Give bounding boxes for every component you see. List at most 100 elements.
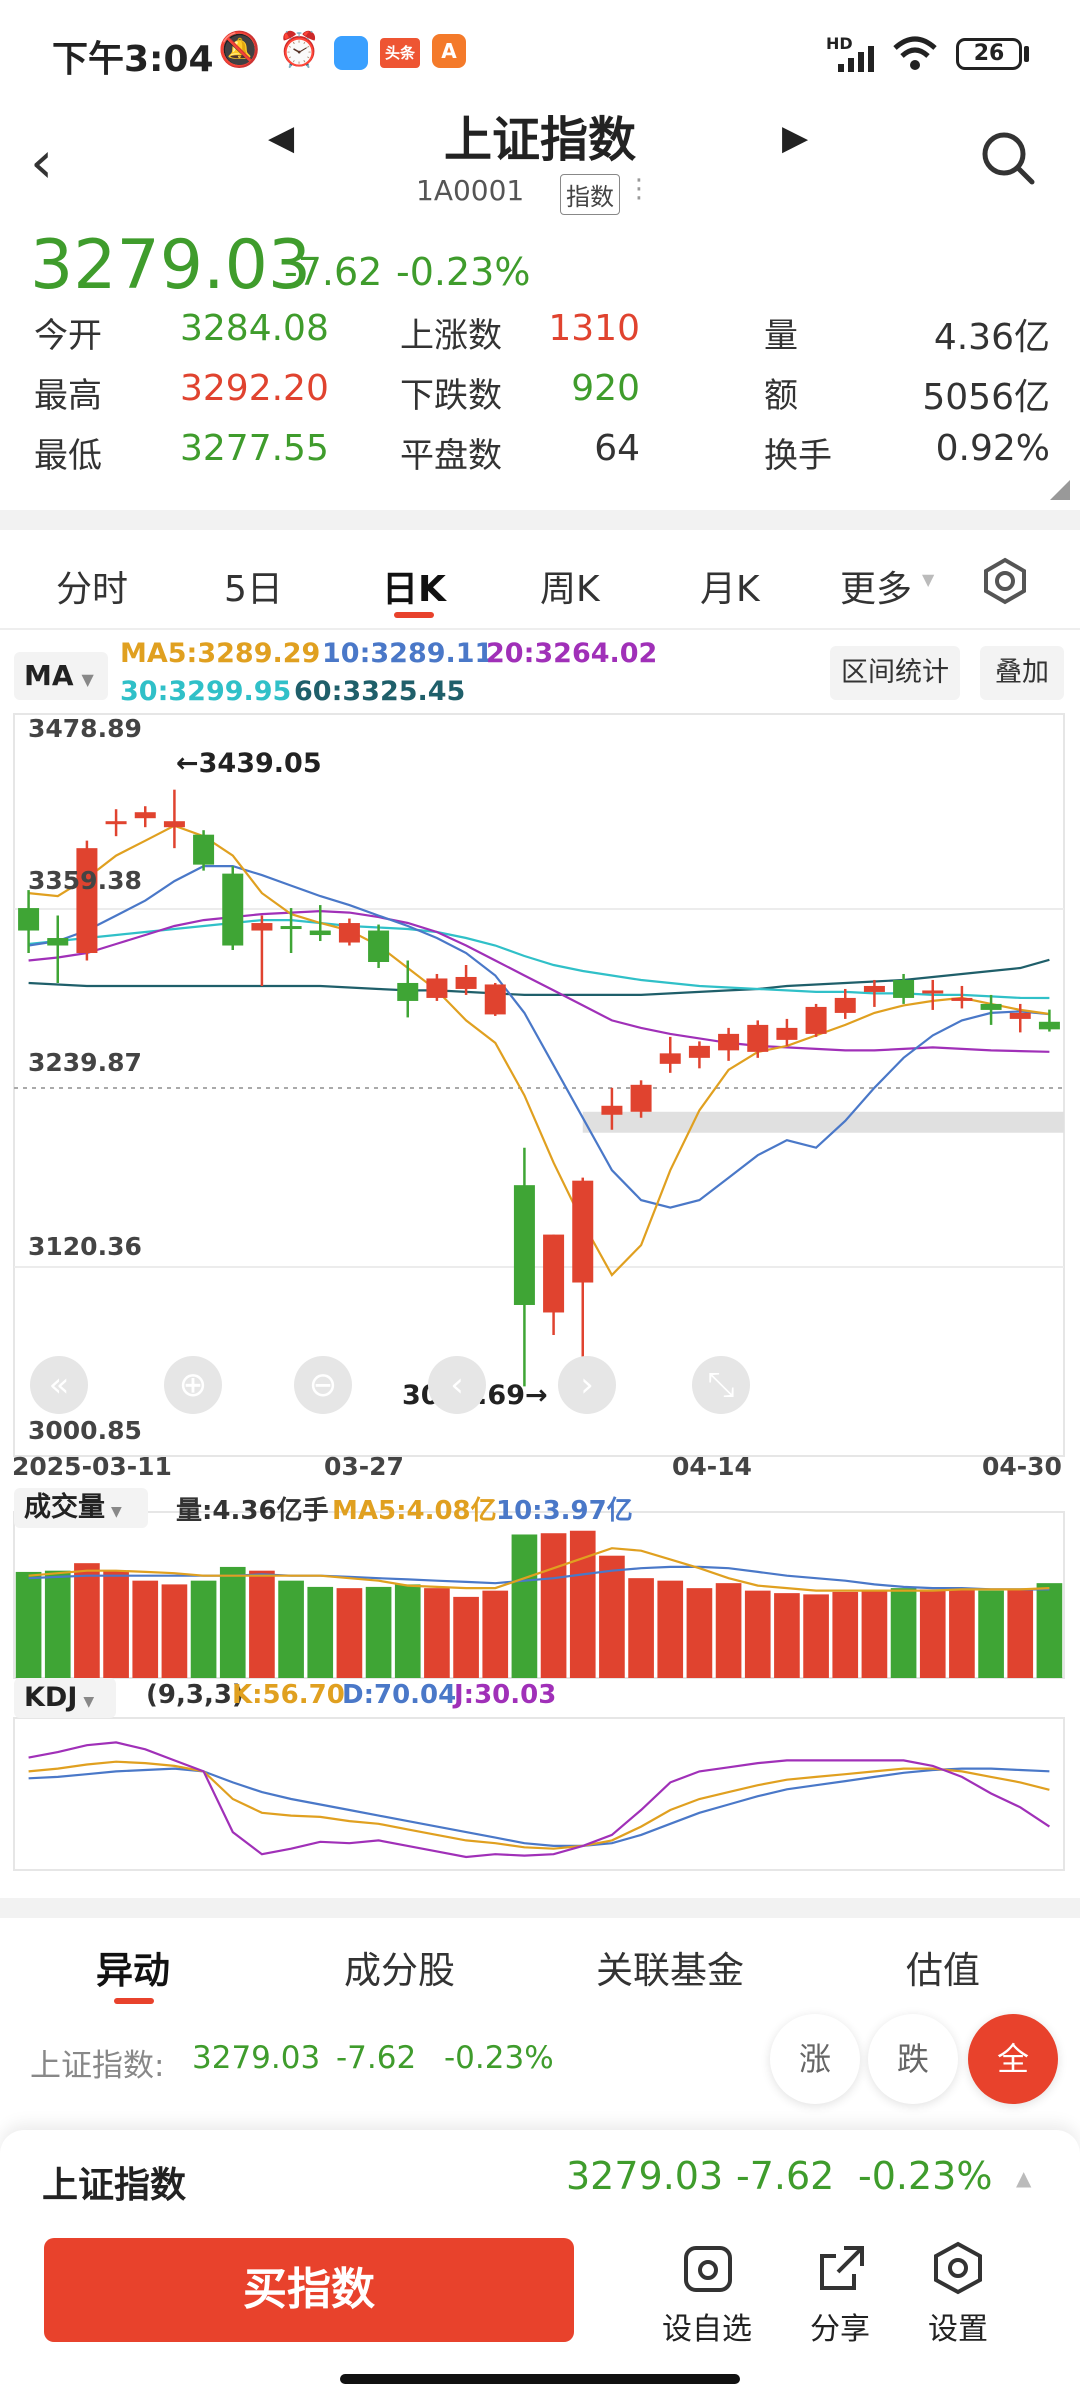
volume-bar xyxy=(307,1586,334,1678)
candle-body xyxy=(426,978,448,998)
ma30-legend: 30:3299.95 xyxy=(120,676,292,707)
settings-label[interactable]: 设置 xyxy=(928,2312,988,2347)
info-tab-3[interactable]: 估值 xyxy=(906,1949,980,1992)
alarm-icon: ⏰ xyxy=(278,30,321,70)
buy-index-button[interactable]: 买指数 xyxy=(44,2238,574,2342)
signal-icon xyxy=(838,46,874,72)
volume-bar xyxy=(919,1589,946,1678)
settings-icon[interactable] xyxy=(930,2240,986,2296)
battery-tip xyxy=(1024,46,1029,62)
share-label[interactable]: 分享 xyxy=(810,2312,870,2347)
candle-body xyxy=(47,938,69,946)
volume-selector[interactable]: 成交量 ▼ xyxy=(14,1488,148,1528)
volume-bar xyxy=(161,1584,188,1678)
footer-price: 3279.03 xyxy=(566,2154,724,2198)
overlay-button[interactable]: 叠加 xyxy=(980,646,1064,700)
candle-body xyxy=(76,848,98,954)
divider xyxy=(0,628,1080,630)
kline-chart[interactable] xyxy=(0,700,1080,1880)
collapse-icon[interactable]: ▲ xyxy=(1016,2166,1032,2190)
volume-bar xyxy=(394,1584,421,1678)
volume-bar xyxy=(657,1580,684,1678)
tab-4[interactable]: 月K xyxy=(700,569,760,610)
status-bar: 下午3:04 🔕 ⏰ 头条 A HD 26 xyxy=(0,0,1080,100)
stat-value: 1310 xyxy=(548,308,640,349)
ma10-legend: 10:3289.11 xyxy=(322,638,494,669)
candle-body xyxy=(893,979,915,998)
volume-ma10: 10:3.97亿 xyxy=(496,1496,633,1526)
volume-bar xyxy=(278,1580,304,1678)
stat-label: 换手 xyxy=(764,436,832,476)
more-icon[interactable]: ⋮ xyxy=(626,174,652,204)
volume-bar xyxy=(190,1580,217,1678)
chart-settings-icon[interactable] xyxy=(980,556,1030,606)
info-tab-1[interactable]: 成分股 xyxy=(344,1949,455,1992)
filter-all-button[interactable]: 全 xyxy=(968,2014,1058,2104)
candle-body xyxy=(747,1024,769,1052)
volume-bar xyxy=(365,1586,392,1678)
watchlist-label[interactable]: 设自选 xyxy=(662,2312,752,2347)
next-stock-icon[interactable]: ▶ xyxy=(782,118,809,158)
candle-body xyxy=(980,1003,1002,1010)
zoom-out-icon[interactable]: ⊖ xyxy=(294,1356,352,1414)
kdj-panel-frame xyxy=(13,1717,1065,1871)
candle-body xyxy=(338,923,360,943)
candle-body xyxy=(309,930,331,936)
candle-body xyxy=(572,1180,594,1283)
candle-body xyxy=(280,926,302,930)
info-tab-0[interactable]: 异动 xyxy=(96,1949,170,1992)
next-icon[interactable]: › xyxy=(558,1356,616,1414)
stat-value: 64 xyxy=(594,428,640,469)
volume-panel-frame xyxy=(13,1511,1065,1679)
filter-up-button[interactable]: 涨 xyxy=(770,2014,860,2104)
tab-5[interactable]: 更多 xyxy=(840,569,913,610)
price-axis-label: 3359.38 xyxy=(28,866,142,895)
ma5-line xyxy=(28,824,1050,1277)
stat-label: 平盘数 xyxy=(400,436,502,476)
expand-corner-icon[interactable] xyxy=(1050,480,1070,500)
tab-1[interactable]: 5日 xyxy=(224,569,283,610)
volume-bar xyxy=(744,1590,771,1678)
info-tab-2[interactable]: 关联基金 xyxy=(596,1949,744,1992)
status-time: 下午3:04 xyxy=(52,39,214,80)
candle-body xyxy=(922,990,944,994)
shopping-app-icon: A xyxy=(432,34,466,68)
footer-pct: -0.23% xyxy=(858,2154,993,2198)
toutiao-icon: 头条 xyxy=(380,38,420,68)
prev-stock-icon[interactable]: ◀ xyxy=(268,118,295,158)
candle-body xyxy=(18,908,40,931)
volume-bar xyxy=(832,1591,859,1678)
volume-bar xyxy=(74,1563,100,1678)
search-icon[interactable] xyxy=(980,130,1036,186)
range-stats-button[interactable]: 区间统计 xyxy=(830,646,960,700)
scroll-left-icon[interactable]: « xyxy=(30,1356,88,1414)
tab-0[interactable]: 分时 xyxy=(56,569,129,610)
stat-value: 3284.08 xyxy=(180,308,329,349)
prev-icon[interactable]: ‹ xyxy=(428,1356,486,1414)
ma-selector[interactable]: MA ▼ xyxy=(14,652,108,700)
candle-body xyxy=(1009,1012,1031,1019)
zoom-in-icon[interactable]: ⊕ xyxy=(164,1356,222,1414)
back-icon[interactable]: ‹ xyxy=(30,128,54,196)
volume-bar xyxy=(803,1594,829,1678)
ma5-legend: MA5:3289.29 xyxy=(120,638,321,669)
candle-body xyxy=(163,821,185,828)
divider xyxy=(0,510,1080,530)
fullscreen-icon[interactable]: ⤡ xyxy=(692,1356,750,1414)
filter-down-button[interactable]: 跌 xyxy=(868,2014,958,2104)
candle-body xyxy=(222,873,244,946)
tab-2[interactable]: 日K xyxy=(382,569,446,610)
volume-bar xyxy=(15,1571,42,1678)
kdj-selector[interactable]: KDJ ▼ xyxy=(14,1678,116,1718)
candle-body xyxy=(630,1084,652,1112)
ticker-label: 上证指数: xyxy=(30,2048,165,2084)
candle-body xyxy=(951,997,973,1001)
chevron-down-icon: ▼ xyxy=(111,1504,122,1520)
tab-3[interactable]: 周K xyxy=(540,569,600,610)
volume-bar xyxy=(249,1570,275,1678)
share-icon[interactable] xyxy=(814,2240,870,2296)
watchlist-icon[interactable] xyxy=(680,2240,736,2296)
current-price: 3279.03 xyxy=(30,226,312,305)
volume-bar xyxy=(511,1534,538,1678)
volume-bar xyxy=(949,1589,975,1678)
